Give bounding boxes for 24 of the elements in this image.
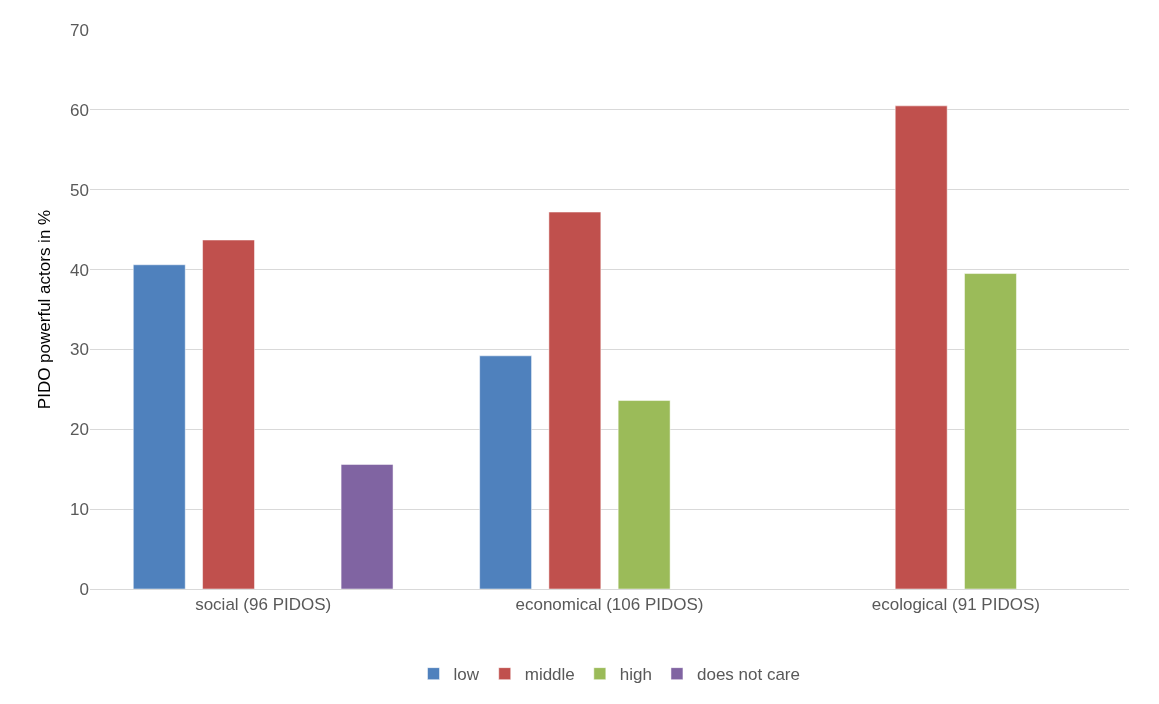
y-tick-label: 40: [70, 260, 89, 280]
bar: [894, 105, 948, 589]
bar: [133, 264, 186, 589]
bar: [340, 464, 394, 589]
bar: [964, 273, 1017, 589]
y-tick-label: 70: [70, 20, 89, 40]
x-tick-label: social (96 PIDOS): [195, 595, 332, 615]
y-tick-label: 30: [70, 340, 89, 360]
x-tick-label: economical (106 PIDOS): [515, 595, 704, 615]
bar: [479, 355, 532, 589]
x-tick-label: ecological (91 PIDOS): [871, 595, 1040, 615]
y-tick-label: 10: [70, 500, 89, 520]
y-tick-label: 50: [70, 180, 89, 200]
y-tick-label: 60: [70, 100, 89, 120]
legend-label: high: [619, 665, 652, 685]
y-axis-title: PIDO powerful actors in %: [34, 209, 54, 410]
y-tick-label: 20: [70, 420, 89, 440]
legend-label: low: [453, 665, 480, 685]
bar: [202, 239, 255, 589]
y-tick-label: 0: [79, 579, 89, 599]
legend-label: middle: [524, 665, 575, 685]
legend-label: does not care: [696, 665, 800, 685]
bar: [617, 400, 671, 589]
bar: [548, 211, 602, 589]
